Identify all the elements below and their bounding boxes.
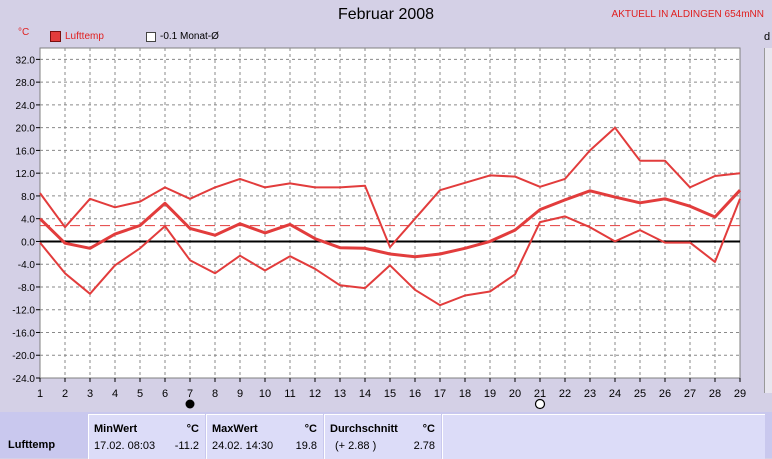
legend-label-lufttemp: Lufttemp bbox=[65, 31, 104, 42]
full-moon-icon bbox=[185, 399, 195, 409]
x-tick-label: 2 bbox=[62, 388, 68, 400]
avg-value: 2.78 bbox=[413, 440, 435, 452]
x-tick-label: 28 bbox=[709, 388, 721, 400]
new-moon-icon bbox=[534, 398, 546, 410]
x-tick-label: 3 bbox=[87, 388, 93, 400]
x-tick-label: 11 bbox=[284, 388, 295, 400]
x-tick-label: 25 bbox=[634, 388, 646, 400]
legend-item-monthly-mean[interactable]: -0.1 Monat-Ø bbox=[146, 31, 219, 42]
y-tick-label: 32.0 bbox=[16, 55, 36, 66]
min-cell: MinWert °C 17.02. 08:03 -11.2 bbox=[88, 414, 205, 459]
y-tick-label: -8.0 bbox=[18, 283, 36, 294]
avg-cell: Durchschnitt °C (+ 2.88 ) 2.78 bbox=[324, 414, 441, 459]
series-line-mean bbox=[38, 189, 742, 259]
x-tick-label: 1 bbox=[37, 388, 43, 400]
legend-label-monthly-mean: -0.1 Monat-Ø bbox=[160, 31, 219, 42]
min-header: MinWert bbox=[94, 423, 138, 435]
x-tick-label: 12 bbox=[309, 388, 321, 400]
x-tick-label: 13 bbox=[334, 388, 346, 400]
y-tick-label: 0.0 bbox=[21, 237, 35, 248]
stats-row-label: Lufttemp bbox=[8, 439, 56, 451]
legend-swatch-lufttemp bbox=[50, 31, 61, 42]
x-tick-label: 8 bbox=[212, 388, 218, 400]
x-tick-label: 29 bbox=[734, 388, 746, 400]
empty-cell bbox=[442, 414, 765, 459]
x-tick-label: 22 bbox=[559, 388, 571, 400]
x-tick-label: 10 bbox=[259, 388, 271, 400]
y-tick-label: 4.0 bbox=[21, 215, 35, 226]
y-tick-label: 20.0 bbox=[16, 124, 36, 135]
x-tick-label: 6 bbox=[162, 388, 168, 400]
x-tick-label: 27 bbox=[684, 388, 696, 400]
max-when: 24.02. 14:30 bbox=[212, 440, 274, 452]
min-when: 17.02. 08:03 bbox=[94, 440, 156, 452]
y-tick-label: 8.0 bbox=[21, 192, 35, 203]
y-tick-label: -24.0 bbox=[12, 374, 35, 385]
max-value: 19.8 bbox=[295, 440, 317, 452]
avg-delta: (+ 2.88 ) bbox=[335, 440, 377, 452]
y-tick-label: 28.0 bbox=[16, 78, 36, 89]
x-tick-label: 24 bbox=[609, 388, 621, 400]
x-tick-label: 26 bbox=[659, 388, 671, 400]
x-tick-label: 14 bbox=[359, 388, 371, 400]
max-cell: MaxWert °C 24.02. 14:30 19.8 bbox=[206, 414, 323, 459]
y-tick-label: -4.0 bbox=[18, 260, 36, 271]
x-tick-label: 15 bbox=[384, 388, 396, 400]
x-tick-label: 17 bbox=[434, 388, 446, 400]
y-tick-label: 12.0 bbox=[16, 169, 36, 180]
max-header: MaxWert bbox=[212, 423, 258, 435]
x-tick-label: 16 bbox=[409, 388, 421, 400]
temperature-chart: 32.0 28.0 24.0 20.0 16.0 12.0 8.0 4.0 0.0 -4.0 -8.… bbox=[12, 47, 746, 410]
y-tick-label: -20.0 bbox=[12, 351, 35, 362]
y-tick-label: 24.0 bbox=[16, 101, 36, 112]
x-tick-label: 4 bbox=[112, 388, 118, 400]
y-axis-unit: °C bbox=[18, 27, 30, 38]
x-tick-label: 18 bbox=[459, 388, 471, 400]
min-value: -11.2 bbox=[174, 440, 199, 452]
avg-unit: °C bbox=[422, 423, 435, 435]
y-tick-label: -16.0 bbox=[12, 328, 35, 339]
x-tick-label: 20 bbox=[509, 388, 521, 400]
stats-panel: Lufttemp MinWert °C 17.02. 08:03 -11.2 M… bbox=[0, 412, 772, 459]
y-tick-label: 16.0 bbox=[16, 146, 36, 157]
series-line-max bbox=[39, 126, 741, 249]
station-label: AKTUELL IN ALDINGEN 654mNN bbox=[611, 9, 764, 20]
x-tick-label: 19 bbox=[484, 388, 496, 400]
y-tick-label: -12.0 bbox=[12, 306, 35, 317]
legend-swatch-monthly-mean bbox=[146, 31, 156, 42]
right-scroll-strip[interactable] bbox=[764, 48, 772, 393]
max-unit: °C bbox=[304, 423, 317, 435]
x-tick-label: 21 bbox=[534, 388, 546, 400]
x-tick-label: 7 bbox=[187, 388, 193, 400]
series-line-min bbox=[39, 198, 741, 307]
avg-header: Durchschnitt bbox=[330, 423, 398, 435]
legend-item-lufttemp[interactable]: Lufttemp bbox=[50, 31, 104, 42]
x-tick-label: 9 bbox=[237, 388, 243, 400]
x-tick-label: 23 bbox=[584, 388, 596, 400]
chart-title: Februar 2008 bbox=[337, 6, 435, 23]
x-tick-label: 5 bbox=[137, 388, 143, 400]
clipped-edge-char: d bbox=[764, 31, 771, 43]
min-unit: °C bbox=[186, 423, 199, 435]
